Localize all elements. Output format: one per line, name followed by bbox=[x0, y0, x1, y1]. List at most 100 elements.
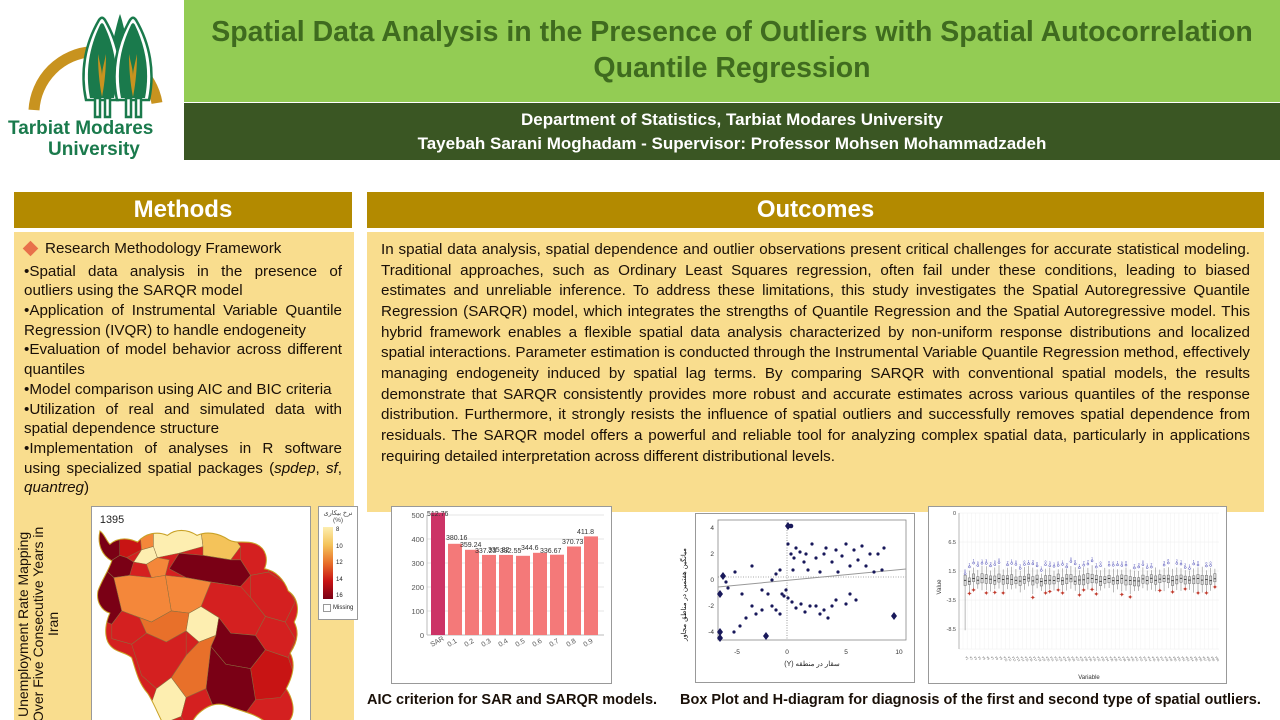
svg-text:0: 0 bbox=[953, 511, 956, 517]
svg-text:✦: ✦ bbox=[1030, 594, 1036, 602]
svg-text:0.8: 0.8 bbox=[566, 638, 578, 649]
svg-text:(Y) سقار در منطقه: (Y) سقار در منطقه bbox=[784, 660, 840, 668]
svg-text:0: 0 bbox=[1197, 561, 1199, 565]
svg-text:0.9: 0.9 bbox=[583, 638, 595, 649]
svg-text:0: 0 bbox=[964, 569, 966, 573]
svg-text:✦: ✦ bbox=[1203, 590, 1209, 598]
svg-text:1: 1 bbox=[1189, 564, 1191, 568]
svg-text:0: 0 bbox=[1210, 561, 1212, 565]
svg-text:370.73: 370.73 bbox=[562, 539, 584, 546]
svg-text:2: 2 bbox=[1007, 560, 1009, 564]
svg-text:1: 1 bbox=[1095, 563, 1097, 567]
svg-text:1: 1 bbox=[968, 562, 970, 566]
svg-text:2: 2 bbox=[710, 551, 714, 558]
svg-text:1: 1 bbox=[1053, 562, 1055, 566]
svg-text:0: 0 bbox=[1112, 561, 1114, 565]
svg-text:1395: 1395 bbox=[100, 514, 124, 526]
svg-text:✦: ✦ bbox=[971, 587, 977, 595]
svg-text:411.8: 411.8 bbox=[577, 529, 594, 536]
svg-text:1.5: 1.5 bbox=[948, 569, 956, 575]
svg-text:-4: -4 bbox=[708, 629, 714, 636]
svg-text:✦: ✦ bbox=[1000, 589, 1006, 597]
svg-text:2: 2 bbox=[1019, 564, 1021, 568]
svg-text:1: 1 bbox=[1180, 560, 1182, 564]
svg-text:0: 0 bbox=[1121, 561, 1123, 565]
svg-text:1: 1 bbox=[1062, 560, 1064, 564]
svg-text:0: 0 bbox=[1074, 559, 1076, 563]
svg-text:2: 2 bbox=[1087, 560, 1089, 564]
svg-text:0.7: 0.7 bbox=[549, 638, 561, 649]
svg-text:Value: Value bbox=[937, 579, 943, 595]
svg-text:0.3: 0.3 bbox=[481, 638, 493, 649]
svg-text:-8.5: -8.5 bbox=[947, 627, 956, 633]
svg-text:✦: ✦ bbox=[1170, 589, 1176, 597]
svg-text:0: 0 bbox=[977, 561, 979, 565]
svg-text:0: 0 bbox=[1015, 560, 1017, 564]
svg-text:✦: ✦ bbox=[983, 590, 989, 598]
svg-text:3: 3 bbox=[1163, 561, 1165, 565]
svg-text:✦: ✦ bbox=[992, 589, 998, 597]
svg-text:2: 2 bbox=[1184, 563, 1186, 567]
svg-text:0: 0 bbox=[998, 558, 1000, 562]
svg-text:200: 200 bbox=[411, 583, 424, 592]
svg-text:0: 0 bbox=[1167, 559, 1169, 563]
svg-text:344.6: 344.6 bbox=[521, 545, 539, 552]
svg-text:✦: ✦ bbox=[1127, 594, 1133, 602]
svg-text:300: 300 bbox=[411, 559, 424, 568]
svg-text:1: 1 bbox=[1040, 566, 1042, 570]
svg-text:0: 0 bbox=[1100, 561, 1102, 565]
svg-text:SAR: SAR bbox=[430, 635, 446, 648]
svg-text:1: 1 bbox=[1011, 559, 1013, 563]
svg-text:Variable: Variable bbox=[1078, 675, 1100, 681]
svg-text:1: 1 bbox=[1146, 563, 1148, 567]
svg-text:400: 400 bbox=[411, 535, 424, 544]
svg-text:6.5: 6.5 bbox=[948, 540, 956, 546]
svg-text:0.5: 0.5 bbox=[515, 638, 527, 649]
svg-text:0.6: 0.6 bbox=[532, 638, 544, 649]
svg-text:0: 0 bbox=[1125, 561, 1127, 565]
svg-text:3: 3 bbox=[1049, 561, 1051, 565]
svg-text:0: 0 bbox=[420, 631, 424, 640]
svg-text:✦: ✦ bbox=[1047, 588, 1053, 596]
svg-text:1: 1 bbox=[1193, 560, 1195, 564]
svg-text:0: 0 bbox=[1057, 561, 1059, 565]
svg-text:1: 1 bbox=[981, 559, 983, 563]
svg-text:1: 1 bbox=[1091, 556, 1093, 560]
svg-text:332.55: 332.55 bbox=[500, 548, 522, 555]
svg-text:2: 2 bbox=[1133, 564, 1135, 568]
svg-text:0: 0 bbox=[1045, 560, 1047, 564]
svg-text:0: 0 bbox=[1070, 557, 1072, 561]
svg-text:500: 500 bbox=[411, 511, 424, 520]
svg-text:380.16: 380.16 bbox=[446, 535, 468, 542]
svg-text:10: 10 bbox=[895, 649, 903, 656]
svg-text:1: 1 bbox=[1117, 560, 1119, 564]
svg-text:3: 3 bbox=[1138, 563, 1140, 567]
svg-text:0: 0 bbox=[994, 560, 996, 564]
svg-text:0: 0 bbox=[1142, 560, 1144, 564]
svg-text:✦: ✦ bbox=[1182, 585, 1188, 593]
svg-text:512.76: 512.76 bbox=[427, 511, 449, 518]
svg-text:-3.5: -3.5 bbox=[947, 598, 956, 604]
svg-text:✦: ✦ bbox=[1157, 587, 1163, 595]
svg-text:✦: ✦ bbox=[1093, 590, 1099, 598]
svg-text:0.1: 0.1 bbox=[447, 638, 459, 649]
svg-text:1: 1 bbox=[973, 559, 975, 563]
svg-text:3: 3 bbox=[1066, 563, 1068, 567]
svg-text:1: 1 bbox=[1028, 559, 1030, 563]
svg-text:0.4: 0.4 bbox=[498, 638, 510, 649]
svg-text:2: 2 bbox=[1176, 559, 1178, 563]
svg-text:3: 3 bbox=[1032, 559, 1034, 563]
svg-text:5: 5 bbox=[844, 649, 848, 656]
svg-text:✦: ✦ bbox=[1060, 590, 1066, 598]
svg-text:4: 4 bbox=[710, 525, 714, 532]
svg-text:✦: ✦ bbox=[1195, 589, 1201, 597]
svg-text:0: 0 bbox=[710, 577, 714, 584]
svg-text:✦: ✦ bbox=[1119, 591, 1125, 599]
svg-text:3: 3 bbox=[985, 559, 987, 563]
svg-text:V60: V60 bbox=[1214, 656, 1220, 663]
svg-text:1: 1 bbox=[1078, 563, 1080, 567]
svg-text:0.2: 0.2 bbox=[464, 638, 476, 649]
svg-text:0: 0 bbox=[1023, 560, 1025, 564]
svg-text:336.67: 336.67 bbox=[540, 548, 562, 555]
svg-text:-5: -5 bbox=[734, 649, 740, 656]
